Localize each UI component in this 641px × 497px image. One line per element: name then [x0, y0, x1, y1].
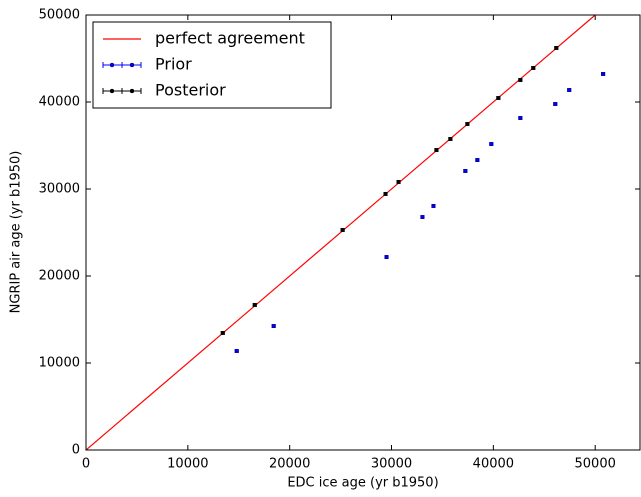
point — [434, 148, 439, 153]
x-tick-label: 20000 — [269, 457, 310, 472]
legend-swatch — [129, 88, 135, 94]
point — [252, 302, 257, 307]
point — [383, 191, 388, 196]
point — [431, 203, 436, 208]
point — [396, 179, 401, 184]
x-tick-label: 50000 — [575, 457, 616, 472]
plot-area — [86, 15, 606, 450]
y-axis-label: NGRIP air age (yr b1950) — [9, 151, 24, 314]
legend-swatch — [102, 88, 142, 94]
legend-label: perfect agreement — [155, 29, 305, 48]
y-tick-label: 30000 — [39, 182, 80, 197]
point — [448, 136, 453, 141]
point — [475, 158, 480, 163]
legend-label: Prior — [155, 55, 192, 74]
point — [567, 87, 572, 92]
point — [340, 227, 345, 232]
x-axis-label: EDC ice age (yr b1950) — [287, 476, 438, 491]
legend-swatch — [109, 88, 115, 94]
y-tick-label: 20000 — [39, 269, 80, 284]
point — [518, 77, 523, 82]
y-tick-label: 10000 — [39, 356, 80, 371]
y-tick-label: 40000 — [39, 95, 80, 110]
point — [518, 116, 523, 121]
legend-swatch — [102, 62, 142, 68]
point — [601, 71, 606, 76]
point — [553, 102, 558, 107]
legend-label: Posterior — [155, 81, 226, 100]
point — [531, 65, 536, 70]
point — [220, 330, 225, 335]
point — [420, 215, 425, 220]
y-tick-label: 0 — [72, 443, 80, 458]
x-tick-label: 0 — [82, 457, 90, 472]
point — [489, 142, 494, 147]
y-tick-label: 50000 — [39, 8, 80, 23]
point — [271, 324, 276, 329]
legend-swatch — [109, 62, 115, 68]
point — [496, 95, 501, 100]
point — [554, 45, 559, 50]
legend-swatch — [129, 62, 135, 68]
point — [234, 348, 239, 353]
plot-frame — [85, 14, 641, 451]
point — [465, 122, 470, 127]
point — [463, 168, 468, 173]
x-tick-label: 10000 — [167, 457, 208, 472]
line — [86, 15, 596, 450]
point — [384, 255, 389, 260]
x-tick-label: 30000 — [371, 457, 412, 472]
x-tick-label: 40000 — [473, 457, 514, 472]
